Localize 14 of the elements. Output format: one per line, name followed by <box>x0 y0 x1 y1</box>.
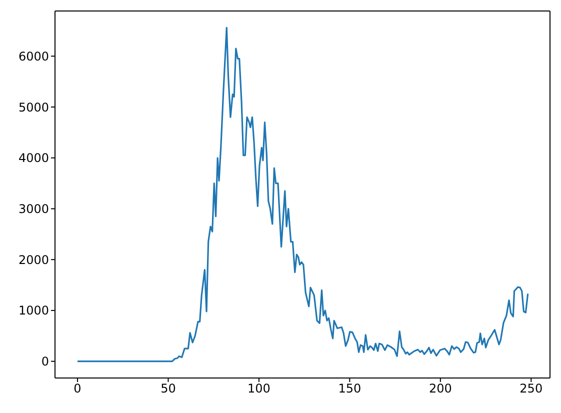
y-tick-label: 0 <box>41 354 49 369</box>
x-tick-label: 50 <box>160 382 176 396</box>
y-tick-label: 4000 <box>18 151 49 166</box>
y-tick-label: 1000 <box>18 304 49 318</box>
x-tick-label: 100 <box>248 382 270 396</box>
y-tick-label: 5000 <box>18 100 49 114</box>
y-tick-label: 2000 <box>18 252 49 267</box>
x-tick-label: 150 <box>338 382 362 396</box>
x-tick-label: 0 <box>74 382 82 396</box>
y-tick-label: 6000 <box>18 49 49 64</box>
x-tick-label: 250 <box>520 382 543 396</box>
line-series <box>76 26 529 362</box>
x-tick-label: 200 <box>428 382 452 396</box>
y-tick-label: 3000 <box>18 202 49 216</box>
